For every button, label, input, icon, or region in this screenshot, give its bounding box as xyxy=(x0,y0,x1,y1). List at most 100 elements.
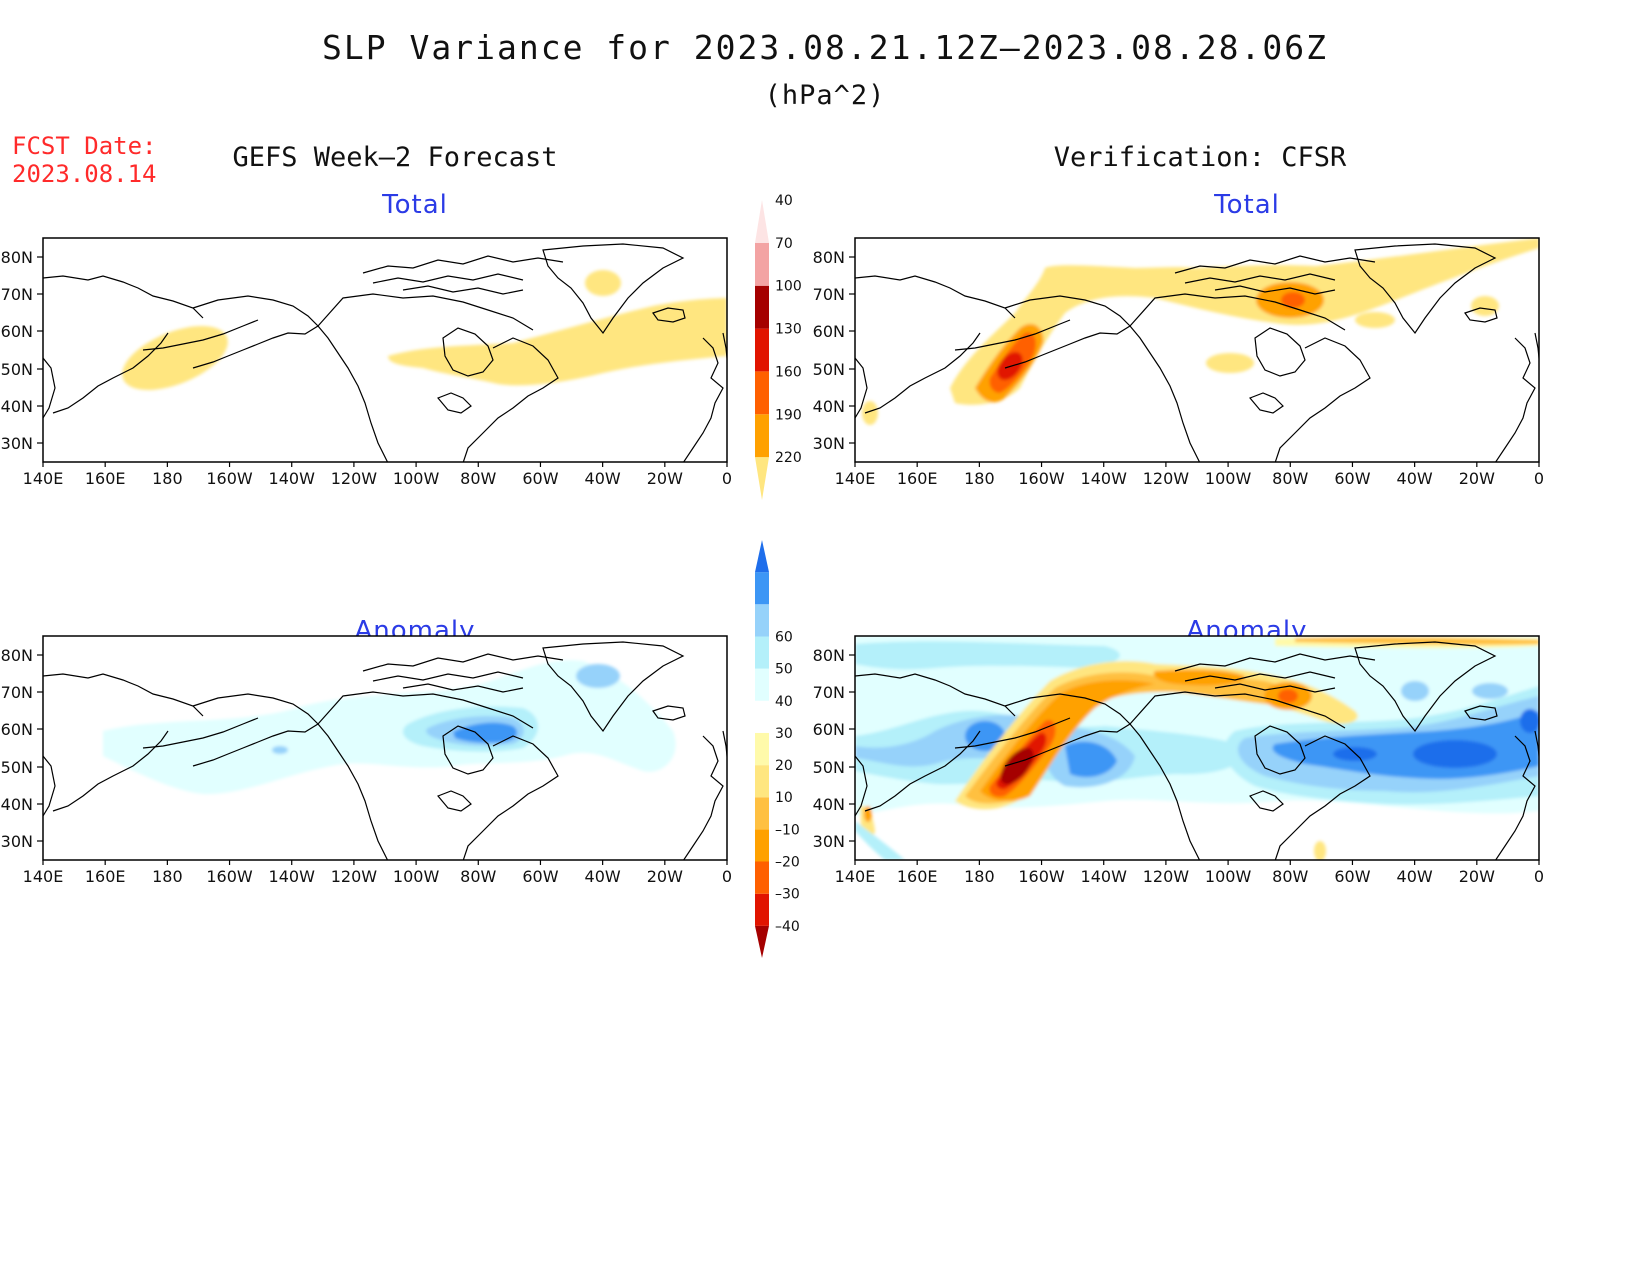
colorbar-label: 220 xyxy=(775,450,802,466)
colorbar-label: –30 xyxy=(775,887,800,903)
lon-tick-label: 40W xyxy=(585,867,621,886)
verification-anomaly-map xyxy=(854,635,1540,861)
forecast-column-title: GEFS Week–2 Forecast xyxy=(232,142,558,173)
colorbar-label: 20 xyxy=(775,758,793,774)
lat-tick-label: 50N xyxy=(1,360,33,379)
lat-tick-label: 80N xyxy=(813,248,845,267)
lat-tick-label: 30N xyxy=(1,434,33,453)
verification-total-map xyxy=(854,237,1540,463)
colorbar-label: 40 xyxy=(775,193,793,209)
lon-tick-label: 180 xyxy=(964,867,995,886)
lon-tick-label: 20W xyxy=(1459,469,1495,488)
colorbar-swatch xyxy=(755,765,769,798)
fcst-date-label: FCST Date: xyxy=(12,132,157,160)
lat-tick-label: 30N xyxy=(813,832,845,851)
lon-tick-label: 80W xyxy=(460,469,496,488)
lon-tick-label: 120W xyxy=(331,469,378,488)
lon-tick-label: 140W xyxy=(1081,469,1128,488)
lon-tick-label: 40W xyxy=(585,469,621,488)
lat-tick-label: 50N xyxy=(813,360,845,379)
lat-tick-label: 30N xyxy=(1,832,33,851)
lon-tick-label: 100W xyxy=(1205,469,1252,488)
lon-tick-label: 140E xyxy=(835,469,876,488)
lon-tick-label: 100W xyxy=(393,469,440,488)
colorbar-swatch xyxy=(755,457,769,500)
colorbar-label: 10 xyxy=(775,790,793,806)
colorbar-label: 190 xyxy=(775,407,802,423)
colorbar-label: 160 xyxy=(775,364,802,380)
colorbar-swatch xyxy=(755,572,769,605)
lon-tick-label: 160E xyxy=(85,469,126,488)
lon-tick-label: 140E xyxy=(23,867,64,886)
colorbar-label: –40 xyxy=(775,919,800,935)
colorbar-swatch xyxy=(755,371,769,415)
lon-tick-label: 140E xyxy=(835,867,876,886)
lon-tick-label: 160E xyxy=(85,867,126,886)
forecast-anomaly-map xyxy=(42,635,728,861)
colorbar-swatch xyxy=(755,668,769,701)
anomaly-colorbar: 60 50 40 30 20 10 –10 –20 –30 –40 xyxy=(755,540,800,958)
lat-tick-label: 50N xyxy=(813,758,845,777)
axis-labels: 80N 70N 60N 50N 40N 30N 140E 160E 180 160W 140W 120… xyxy=(1,248,1544,886)
fcst-date-value: 2023.08.14 xyxy=(12,160,157,188)
lon-tick-label: 160E xyxy=(897,867,938,886)
lon-tick-label: 80W xyxy=(460,867,496,886)
lon-tick-label: 40W xyxy=(1397,867,1433,886)
colorbar-swatch xyxy=(755,414,769,458)
lon-tick-label: 40W xyxy=(1397,469,1433,488)
lon-tick-label: 0 xyxy=(1534,867,1544,886)
total-colorbar: 40 70 100 130 160 190 220 xyxy=(755,193,802,500)
colorbar-label: 30 xyxy=(775,726,793,742)
lon-tick-label: 120W xyxy=(331,867,378,886)
lon-tick-label: 160W xyxy=(206,867,253,886)
figure-title: SLP Variance for 2023.08.21.12Z–2023.08.… xyxy=(322,28,1328,67)
lon-tick-label: 160W xyxy=(206,469,253,488)
colorbar-swatch xyxy=(755,861,769,894)
lat-tick-label: 70N xyxy=(813,285,845,304)
lat-tick-label: 60N xyxy=(1,720,33,739)
lon-tick-label: 20W xyxy=(647,867,683,886)
forecast-total-map xyxy=(42,237,728,463)
lat-tick-label: 70N xyxy=(1,285,33,304)
lon-tick-label: 120W xyxy=(1143,469,1190,488)
colorbar-swatch xyxy=(755,285,769,329)
lon-tick-label: 140E xyxy=(23,469,64,488)
lon-tick-label: 60W xyxy=(1334,867,1370,886)
lon-tick-label: 0 xyxy=(722,867,732,886)
lon-tick-label: 120W xyxy=(1143,867,1190,886)
lat-tick-label: 40N xyxy=(813,795,845,814)
colorbar-swatch xyxy=(755,829,769,862)
colorbar-label: 130 xyxy=(775,322,802,338)
colorbar-swatch xyxy=(755,925,769,958)
colorbar-swatch xyxy=(755,797,769,830)
colorbar-label: 60 xyxy=(775,629,793,645)
lat-tick-label: 40N xyxy=(1,397,33,416)
lon-tick-label: 60W xyxy=(1334,469,1370,488)
lat-tick-label: 70N xyxy=(813,683,845,702)
lon-tick-label: 100W xyxy=(1205,867,1252,886)
figure-units: (hPa^2) xyxy=(764,80,886,111)
lon-tick-label: 160W xyxy=(1018,469,1065,488)
lon-tick-label: 20W xyxy=(1459,867,1495,886)
lon-tick-label: 0 xyxy=(1534,469,1544,488)
colorbar-swatch xyxy=(755,700,769,733)
colorbar-label: 100 xyxy=(775,279,802,295)
lat-tick-label: 70N xyxy=(1,683,33,702)
lon-tick-label: 80W xyxy=(1272,469,1308,488)
colorbar-label: –10 xyxy=(775,822,800,838)
forecast-total-label: Total xyxy=(382,190,448,220)
colorbar-swatch xyxy=(755,636,769,669)
lon-tick-label: 140W xyxy=(269,469,316,488)
lon-tick-label: 60W xyxy=(522,469,558,488)
lat-tick-label: 50N xyxy=(1,758,33,777)
colorbar-swatch xyxy=(755,328,769,372)
lon-tick-label: 140W xyxy=(1081,867,1128,886)
lat-tick-label: 60N xyxy=(1,322,33,341)
colorbar-label: –20 xyxy=(775,855,800,871)
lat-tick-label: 40N xyxy=(1,795,33,814)
lon-tick-label: 100W xyxy=(393,867,440,886)
lon-tick-label: 160E xyxy=(897,469,938,488)
verification-column-title: Verification: CFSR xyxy=(1053,142,1347,173)
lon-tick-label: 160W xyxy=(1018,867,1065,886)
